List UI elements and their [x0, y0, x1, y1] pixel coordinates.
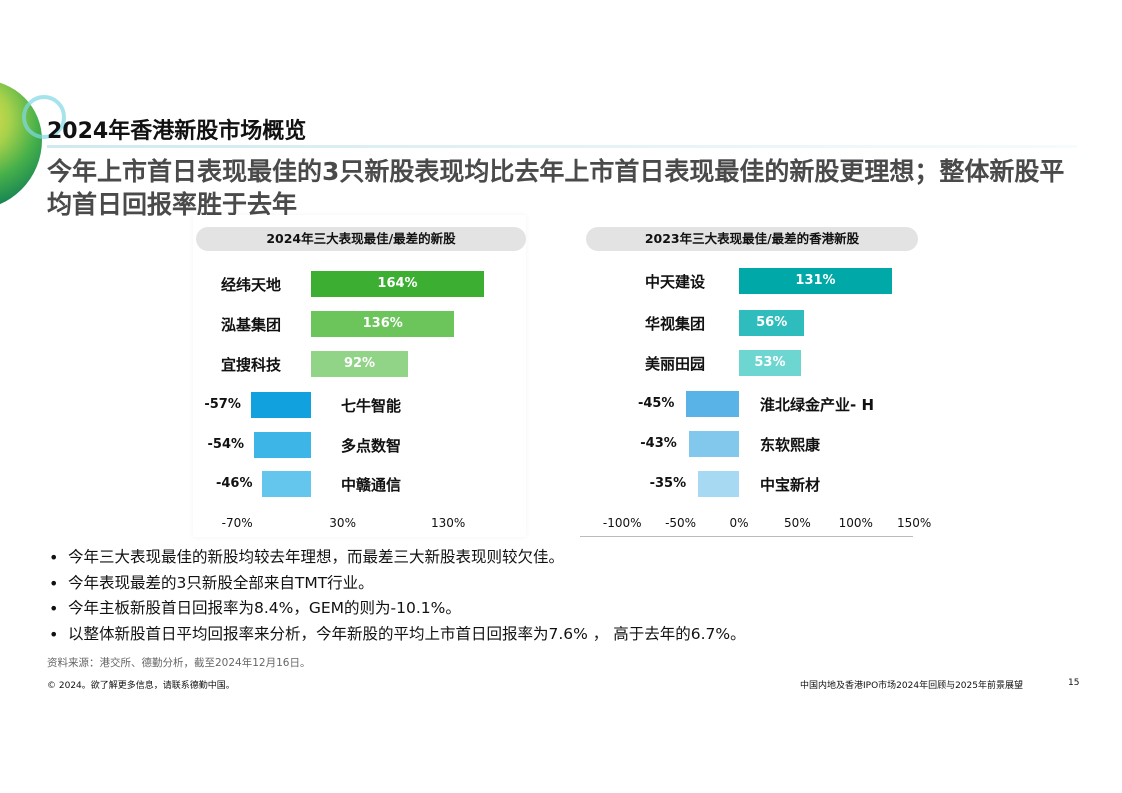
category-label: 华视集团: [644, 315, 705, 333]
footer-report-title: 中国内地及香港IPO市场2024年回顾与2025年前景展望: [800, 681, 1023, 691]
bullet-item: 以整体新股首日平均回报率来分析，今年新股的平均上市首日回报率为7.6% ， 高于…: [47, 622, 1087, 648]
category-label: 东软熙康: [760, 436, 821, 454]
footer-copyright: © 2024。欲了解更多信息，请联系德勤中国。: [47, 681, 235, 691]
category-label: 七牛智能: [341, 397, 402, 415]
data-label: -43%: [640, 436, 677, 451]
chart-bar: [311, 311, 455, 337]
chart-bar: [250, 392, 311, 418]
category-label: 泓基集团: [220, 316, 281, 334]
chart-bar: [739, 310, 805, 336]
page-number: 15: [1068, 678, 1080, 688]
data-label: 136%: [362, 316, 403, 331]
data-label: 53%: [754, 355, 786, 370]
data-label: 92%: [343, 356, 376, 371]
axis-tick-label: -100%: [602, 516, 642, 530]
category-label: 美丽田园: [644, 355, 705, 373]
chart-bar: [254, 432, 311, 458]
data-label: -57%: [204, 397, 241, 412]
axis-tick-label: 30%: [329, 516, 356, 530]
page-title: 2024年香港新股市场概览: [47, 119, 307, 144]
axis-tick-label: 0%: [729, 516, 749, 530]
decorative-ring-icon: [22, 95, 66, 139]
chart-bar: [739, 268, 892, 294]
chart-bar: [311, 271, 484, 297]
chart-bar: [311, 351, 409, 377]
category-label: 多点数智: [341, 437, 402, 455]
data-label: -35%: [649, 476, 687, 491]
bullet-item: 今年主板新股首日回报率为8.4%，GEM的则为-10.1%。: [47, 596, 1087, 622]
axis-tick-label: 50%: [784, 516, 811, 530]
data-label: 56%: [756, 315, 788, 330]
chart-2023-panel: 2023年三大表现最佳/最差的香港新股 中天建设 131% 华视集团 56% 美丽田园 5…: [580, 215, 931, 537]
chart-2023-title: 2023年三大表现最佳/最差的香港新股: [586, 227, 918, 251]
category-label: 宜搜科技: [220, 356, 281, 374]
bullet-item: 今年三大表现最佳的新股均较去年理想，而最差三大新股表现则较欠佳。: [47, 545, 1087, 571]
data-label: 164%: [377, 276, 418, 291]
source-note: 资料来源：港交所、德勤分析，截至2024年12月16日。: [47, 657, 311, 669]
axis-tick-label: -50%: [665, 516, 697, 530]
data-label: 131%: [795, 273, 836, 288]
category-label: 中宝新材: [760, 476, 821, 494]
category-label: 淮北绿金产业- H: [760, 396, 875, 414]
key-findings-list: 今年三大表现最佳的新股均较去年理想，而最差三大新股表现则较欠佳。 今年表现最差的…: [47, 545, 1087, 647]
category-label: 中天建设: [644, 273, 705, 291]
category-label: 中赣通信: [341, 476, 402, 494]
chart-bar: [688, 431, 739, 457]
chart-bar: [739, 350, 801, 376]
page-subtitle: 今年上市首日表现最佳的3只新股表现均比去年上市首日表现最佳的新股更理想；整体新股…: [47, 157, 1065, 219]
title-divider: [47, 145, 1077, 148]
chart-2024-title: 2024年三大表现最佳/最差的新股: [196, 227, 526, 251]
axis-tick-label: 100%: [838, 516, 873, 530]
axis-tick-label: 150%: [897, 516, 932, 530]
chart-bar: [686, 391, 739, 417]
data-label: -54%: [207, 437, 245, 452]
axis-tick-label: -70%: [221, 516, 253, 530]
bullet-item: 今年表现最差的3只新股全部来自TMT行业。: [47, 571, 1087, 597]
data-label: -45%: [637, 396, 675, 411]
chart-bar: [262, 471, 311, 497]
chart-bar: [698, 471, 739, 497]
axis-tick-label: 130%: [430, 516, 466, 530]
category-label: 经纬天地: [220, 276, 281, 294]
chart-2024-panel: 2024年三大表现最佳/最差的新股 经纬天地 164% 泓基集团 136% 宜搜科技 92…: [193, 215, 526, 537]
data-label: -46%: [215, 476, 253, 491]
